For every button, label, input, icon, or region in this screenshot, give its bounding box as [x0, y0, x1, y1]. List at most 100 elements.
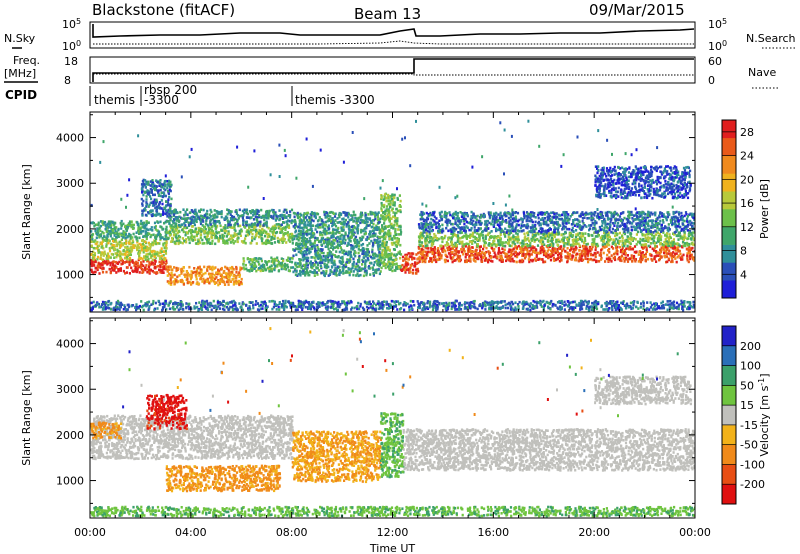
data-cell	[635, 233, 638, 236]
data-cell	[265, 263, 268, 266]
data-cell	[383, 205, 386, 209]
data-cell	[430, 260, 433, 264]
data-cell	[616, 245, 619, 249]
data-cell	[390, 197, 393, 201]
data-cell	[348, 218, 351, 222]
data-cell	[182, 217, 185, 220]
data-cell	[327, 274, 330, 277]
data-cell	[111, 243, 114, 247]
data-cell	[152, 243, 155, 247]
data-cell	[675, 252, 678, 255]
data-cell	[338, 213, 341, 217]
data-cell	[271, 261, 274, 264]
data-cell	[379, 217, 382, 220]
data-cell	[419, 257, 422, 261]
data-cell	[300, 214, 303, 217]
data-cell	[338, 250, 341, 254]
data-cell	[356, 242, 359, 246]
data-cell	[302, 250, 305, 254]
data-cell	[396, 196, 399, 200]
data-cell	[102, 235, 106, 238]
data-cell	[226, 216, 229, 220]
data-cell	[395, 266, 398, 270]
data-cell	[563, 244, 566, 247]
data-cell	[136, 221, 139, 224]
data-cell	[688, 249, 691, 253]
data-cell	[380, 207, 383, 210]
data-cell	[357, 240, 360, 244]
data-cell	[235, 282, 238, 285]
scatter-cells	[90, 119, 695, 312]
data-cell	[371, 241, 375, 245]
data-cell	[120, 238, 123, 241]
data-cell	[391, 207, 394, 211]
data-cell	[415, 253, 418, 256]
data-cell	[151, 270, 154, 273]
data-cell	[200, 218, 203, 221]
data-cell	[132, 232, 135, 236]
data-cell	[396, 239, 399, 243]
data-cell	[325, 272, 328, 275]
data-cell	[507, 256, 510, 260]
data-cell	[384, 211, 387, 215]
data-cell	[335, 269, 338, 272]
data-cell	[187, 221, 190, 224]
data-cell	[299, 262, 302, 265]
data-cell	[342, 211, 345, 214]
data-cell	[580, 257, 583, 260]
data-cell	[238, 275, 241, 278]
data-cell	[464, 253, 468, 256]
data-cell	[242, 214, 245, 217]
data-cell	[195, 272, 198, 275]
data-cell	[167, 281, 170, 285]
data-cell	[156, 229, 159, 232]
data-cell	[322, 271, 325, 274]
data-cell	[623, 260, 626, 263]
data-cell	[621, 246, 624, 249]
data-cell	[180, 280, 183, 283]
data-cell	[128, 263, 131, 267]
data-cell	[341, 222, 344, 226]
data-cell	[99, 220, 103, 223]
data-cell	[310, 216, 313, 219]
data-cell	[190, 216, 193, 219]
data-cell	[392, 201, 395, 205]
data-cell	[517, 235, 520, 239]
data-cell	[647, 232, 650, 236]
data-cell	[395, 207, 398, 211]
data-cell	[249, 258, 252, 261]
data-cell	[487, 260, 490, 264]
data-cell	[335, 271, 338, 275]
data-cell	[376, 239, 379, 242]
data-cell	[582, 234, 585, 238]
data-cell	[382, 235, 385, 238]
data-cell	[655, 250, 658, 253]
data-cell	[171, 268, 174, 272]
data-cell	[604, 260, 607, 263]
data-cell	[374, 215, 377, 218]
data-cell	[504, 235, 507, 238]
data-cell	[390, 222, 393, 226]
data-cell	[190, 270, 193, 273]
data-cell	[343, 241, 346, 245]
data-cell	[189, 217, 192, 220]
data-cell	[106, 240, 109, 243]
data-cell	[215, 230, 218, 233]
data-cell	[453, 259, 456, 262]
data-cell	[613, 252, 616, 256]
freq-tick-bottom: 8	[64, 74, 71, 87]
data-cell	[312, 244, 315, 248]
data-cell	[393, 196, 396, 199]
data-cell	[493, 239, 496, 243]
data-cell	[97, 244, 101, 248]
data-cell	[655, 245, 658, 248]
data-cell	[487, 250, 490, 253]
data-cell	[272, 233, 275, 236]
data-cell	[227, 269, 230, 272]
data-cell	[687, 234, 690, 237]
data-cell	[478, 239, 481, 242]
data-cell	[199, 233, 202, 236]
data-cell	[260, 233, 263, 237]
data-cell	[303, 249, 306, 253]
data-cell	[239, 224, 242, 228]
